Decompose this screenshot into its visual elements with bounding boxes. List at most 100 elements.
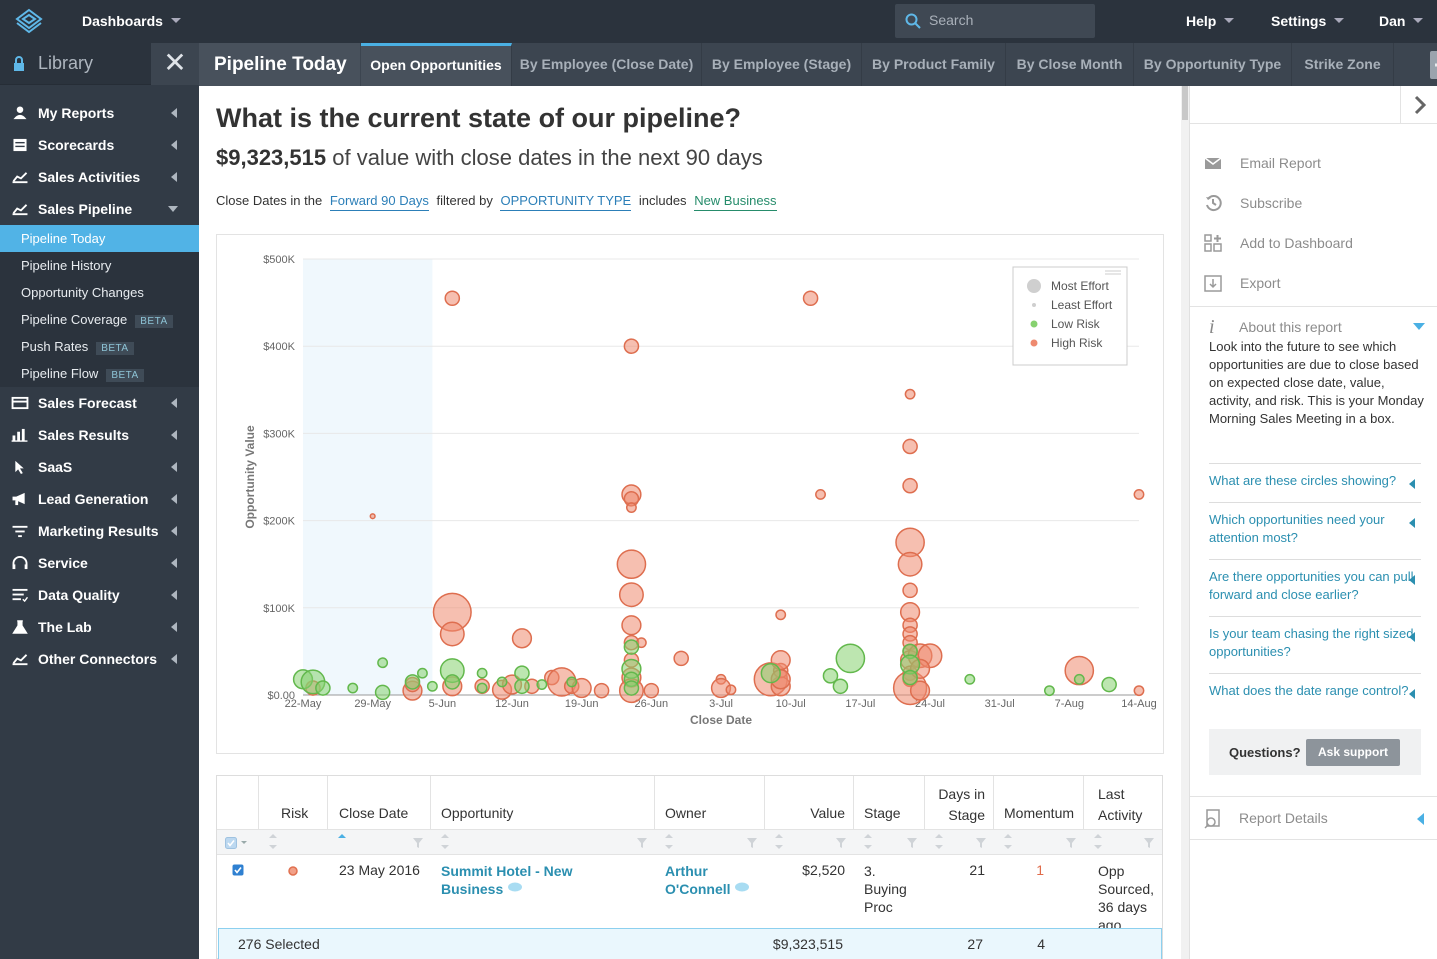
sort-descending-icon[interactable] xyxy=(1004,845,1012,849)
sidebar-subitem-pipeline-coverage[interactable]: Pipeline Coverage BETA xyxy=(0,306,199,333)
bubble-high-risk[interactable] xyxy=(643,682,660,699)
tab-open-opportunities[interactable]: Open Opportunities xyxy=(361,43,512,86)
bubble-high-risk[interactable] xyxy=(439,621,465,647)
bubble-low-risk[interactable] xyxy=(835,643,866,674)
sort-ascending-icon[interactable] xyxy=(1004,834,1012,838)
bubble-high-risk[interactable] xyxy=(444,290,461,307)
sidebar-subitem-opportunity-changes[interactable]: Opportunity Changes xyxy=(0,279,199,306)
sidebar-item-lead-generation[interactable]: Lead Generation xyxy=(0,483,199,515)
col-opportunity[interactable]: Opportunity xyxy=(431,776,655,829)
col-days-in-stage[interactable]: Days in Stage xyxy=(925,776,994,829)
column-filter-icon[interactable] xyxy=(1066,838,1076,848)
sort-descending-icon[interactable] xyxy=(864,845,872,849)
sidebar-item-sales-forecast[interactable]: Sales Forecast xyxy=(0,387,199,419)
sidebar-item-sales-results[interactable]: Sales Results xyxy=(0,419,199,451)
bubble-high-risk[interactable] xyxy=(897,551,923,577)
bubble-low-risk[interactable] xyxy=(1073,673,1085,685)
filter-value-control[interactable]: New Business xyxy=(694,193,777,211)
faq-item[interactable]: What are these circles showing? xyxy=(1209,463,1421,490)
sort-ascending-icon[interactable] xyxy=(441,834,449,838)
bubble-high-risk[interactable] xyxy=(775,609,787,621)
bubble-low-risk[interactable] xyxy=(347,682,359,694)
bubble-low-risk[interactable] xyxy=(1101,676,1117,693)
settings-menu[interactable]: Settings xyxy=(1271,13,1345,29)
bubble-low-risk[interactable] xyxy=(496,676,508,688)
bubble-low-risk[interactable] xyxy=(416,667,428,679)
bubble-high-risk[interactable] xyxy=(902,477,918,494)
bubble-low-risk[interactable] xyxy=(514,678,530,695)
bubble-low-risk[interactable] xyxy=(623,639,640,655)
bubble-high-risk[interactable] xyxy=(902,438,918,455)
faq-item[interactable]: Which opportunities need your attention … xyxy=(1209,502,1421,547)
bubble-high-risk[interactable] xyxy=(369,513,376,520)
bubble-high-risk[interactable] xyxy=(511,628,533,649)
bubble-high-risk[interactable] xyxy=(1133,488,1145,500)
user-menu[interactable]: Dan xyxy=(1379,13,1424,29)
salesforce-cloud-icon[interactable] xyxy=(734,882,750,892)
about-report-header[interactable]: i About this report xyxy=(1190,306,1437,346)
app-logo-icon[interactable] xyxy=(14,7,44,35)
sidebar-item-sales-activities[interactable]: Sales Activities xyxy=(0,161,199,193)
column-filter-icon[interactable] xyxy=(413,838,423,848)
sidebar-item-the-lab[interactable]: The Lab xyxy=(0,611,199,643)
sort-descending-icon[interactable] xyxy=(775,845,783,849)
sort-descending-icon[interactable] xyxy=(665,845,673,849)
tab-by-product-family[interactable]: By Product Family xyxy=(862,43,1006,86)
bubble-low-risk[interactable] xyxy=(760,663,781,684)
close-library-button[interactable]: ✕ xyxy=(151,43,199,85)
column-filter-icon[interactable] xyxy=(637,838,647,848)
bubble-high-risk[interactable] xyxy=(621,615,642,636)
bubble-high-risk[interactable] xyxy=(623,338,640,354)
tab-by-employee-stage[interactable]: By Employee (Stage) xyxy=(702,43,862,86)
tab-by-opportunity-type[interactable]: By Opportunity Type xyxy=(1134,43,1292,86)
bubble-low-risk[interactable] xyxy=(832,678,849,695)
sidebar-subitem-push-rates[interactable]: Push Rates BETA xyxy=(0,333,199,360)
bubble-low-risk[interactable] xyxy=(476,667,488,679)
ask-support-button[interactable]: Ask support xyxy=(1306,739,1400,766)
sidebar-item-scorecards[interactable]: Scorecards xyxy=(0,129,199,161)
sort-ascending-icon[interactable] xyxy=(775,834,783,838)
search-input[interactable] xyxy=(929,12,1079,28)
col-close-date[interactable]: Close Date xyxy=(328,776,431,829)
sort-ascending-icon[interactable] xyxy=(665,834,673,838)
sort-ascending-icon[interactable] xyxy=(864,834,872,838)
column-filter-icon[interactable] xyxy=(907,838,917,848)
bubble-low-risk[interactable] xyxy=(536,679,548,690)
col-stage[interactable]: Stage xyxy=(854,776,925,829)
faq-item[interactable]: Is your team chasing the right sized opp… xyxy=(1209,616,1421,661)
sidebar-item-my-reports[interactable]: My Reports xyxy=(0,97,199,129)
col-momentum[interactable]: Momentum xyxy=(994,776,1084,829)
sort-descending-icon[interactable] xyxy=(1094,845,1102,849)
bubble-high-risk[interactable] xyxy=(725,684,737,696)
dashboards-menu[interactable]: Dashboards xyxy=(82,13,181,29)
column-filter-icon[interactable] xyxy=(1144,838,1154,848)
bubble-high-risk[interactable] xyxy=(616,549,647,580)
salesforce-cloud-icon[interactable] xyxy=(507,882,523,892)
sort-descending-icon[interactable] xyxy=(935,845,943,849)
tab-settings-button[interactable] xyxy=(1430,51,1437,79)
sort-ascending-icon[interactable] xyxy=(269,834,277,838)
date-range-control[interactable]: Forward 90 Days xyxy=(329,193,429,211)
owner-link[interactable]: Arthur O'Connell xyxy=(665,863,731,897)
sidebar-subitem-pipeline-flow[interactable]: Pipeline Flow BETA xyxy=(0,360,199,387)
bubble-high-risk[interactable] xyxy=(902,582,918,599)
filter-field-control[interactable]: OPPORTUNITY TYPE xyxy=(500,193,632,211)
column-filter-icon[interactable] xyxy=(836,838,846,848)
column-filter-icon[interactable] xyxy=(976,838,986,848)
bubble-low-risk[interactable] xyxy=(444,674,461,690)
bubble-low-risk[interactable] xyxy=(623,680,640,696)
tab-strike-zone[interactable]: Strike Zone xyxy=(1292,43,1394,86)
bubble-high-risk[interactable] xyxy=(815,488,826,500)
row-checkbox[interactable] xyxy=(232,864,244,876)
bubble-high-risk[interactable] xyxy=(802,290,819,307)
sidebar-subitem-pipeline-today[interactable]: Pipeline Today xyxy=(0,225,199,252)
tab-by-close-month[interactable]: By Close Month xyxy=(1006,43,1134,86)
sidebar-item-sales-pipeline[interactable]: Sales Pipeline xyxy=(0,193,199,225)
col-last-activity[interactable]: Last Activity xyxy=(1084,776,1162,829)
opportunity-link[interactable]: Summit Hotel - New Business xyxy=(441,863,573,897)
collapse-panel-button[interactable] xyxy=(1400,86,1437,124)
bubble-low-risk[interactable] xyxy=(566,676,578,688)
col-owner[interactable]: Owner xyxy=(655,776,765,829)
faq-item[interactable]: Are there opportunities you can pull for… xyxy=(1209,559,1421,604)
bubble-high-risk[interactable] xyxy=(593,682,610,699)
